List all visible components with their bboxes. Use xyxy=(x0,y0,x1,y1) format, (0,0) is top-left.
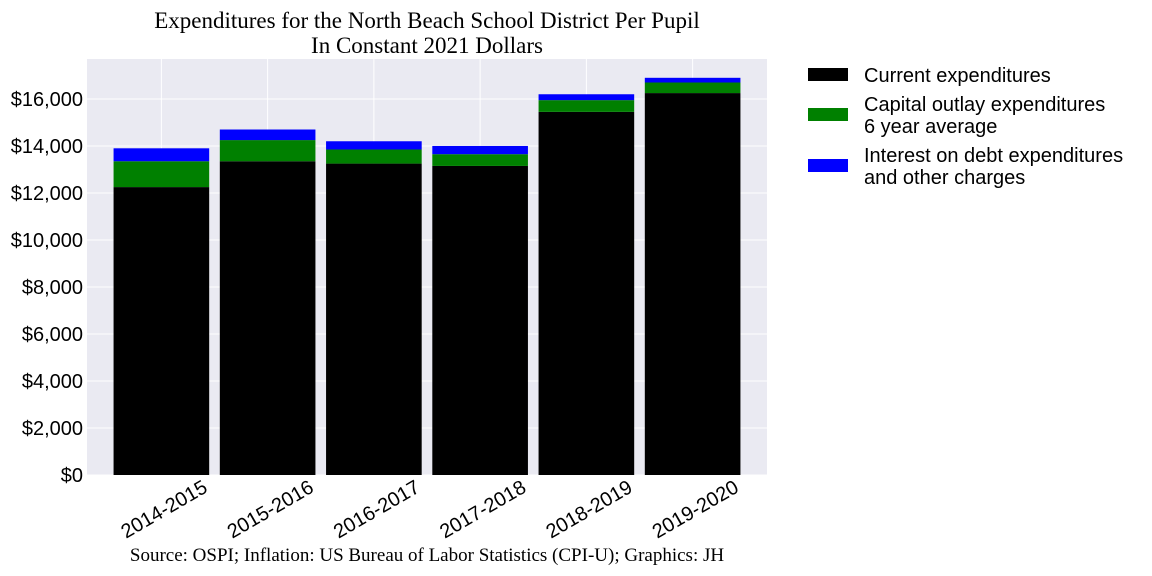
bar-interest-on-debt-2018-2019 xyxy=(538,94,635,101)
source-note: Source: OSPI; Inflation: US Bureau of La… xyxy=(130,545,724,566)
bar-interest-on-debt-2015-2016 xyxy=(219,129,316,141)
bar-current-2014-2015 xyxy=(113,187,210,475)
x-axis-ticks: 2014-2015 2015-2016 2016-2017 2017-2018 2018… xyxy=(117,476,742,543)
legend-swatch xyxy=(808,68,848,81)
bar-capital-outlay-2014-2015 xyxy=(113,161,210,188)
bars xyxy=(113,77,741,476)
legend-swatch xyxy=(808,108,848,121)
legend-label: Capital outlay expenditures xyxy=(864,94,1105,116)
bar-interest-on-debt-2017-2018 xyxy=(432,145,528,155)
y-tick-label: $2,000 xyxy=(22,418,83,440)
y-axis-ticks: $0 $2,000 $4,000 $6,000 $8,000 $10,000 $12,000… xyxy=(11,89,83,487)
y-tick-label: $6,000 xyxy=(22,324,83,346)
bar-current-2017-2018 xyxy=(432,165,528,475)
x-tick-label: 2017-2018 xyxy=(436,476,530,543)
legend-label: Interest on debt expenditures xyxy=(864,145,1123,167)
y-tick-label: $10,000 xyxy=(11,230,83,252)
bar-capital-outlay-2015-2016 xyxy=(219,140,316,162)
bar-current-2016-2017 xyxy=(326,163,422,475)
y-tick-label: $12,000 xyxy=(11,183,83,205)
x-tick-label: 2019-2020 xyxy=(649,476,743,543)
bar-capital-outlay-2016-2017 xyxy=(326,149,422,164)
y-tick-label: $14,000 xyxy=(11,136,83,158)
y-tick-label: $16,000 xyxy=(11,89,83,111)
bar-capital-outlay-2017-2018 xyxy=(432,154,528,166)
legend: Current expenditures Capital outlay expen… xyxy=(808,65,1123,189)
chart-title-line-1: Expenditures for the North Beach School … xyxy=(154,8,700,33)
x-tick-label: 2018-2019 xyxy=(542,476,636,543)
x-tick-label: 2014-2015 xyxy=(117,476,211,543)
legend-label: and other charges xyxy=(864,167,1025,189)
chart-title-line-2: In Constant 2021 Dollars xyxy=(311,33,543,58)
legend-label: 6 year average xyxy=(864,116,997,138)
bar-interest-on-debt-2014-2015 xyxy=(113,148,210,162)
y-tick-label: $0 xyxy=(61,465,83,487)
bar-current-2019-2020 xyxy=(644,93,741,475)
bar-capital-outlay-2018-2019 xyxy=(538,100,635,112)
y-tick-label: $4,000 xyxy=(22,371,83,393)
legend-label: Current expenditures xyxy=(864,65,1051,87)
bar-current-2015-2016 xyxy=(219,161,316,475)
bar-interest-on-debt-2016-2017 xyxy=(326,141,422,150)
bar-interest-on-debt-2019-2020 xyxy=(644,77,741,83)
x-tick-label: 2015-2016 xyxy=(224,476,318,543)
bar-current-2018-2019 xyxy=(538,111,635,476)
x-tick-label: 2016-2017 xyxy=(330,476,424,543)
bar-capital-outlay-2019-2020 xyxy=(644,82,741,94)
y-tick-label: $8,000 xyxy=(22,277,83,299)
legend-swatch xyxy=(808,159,848,172)
